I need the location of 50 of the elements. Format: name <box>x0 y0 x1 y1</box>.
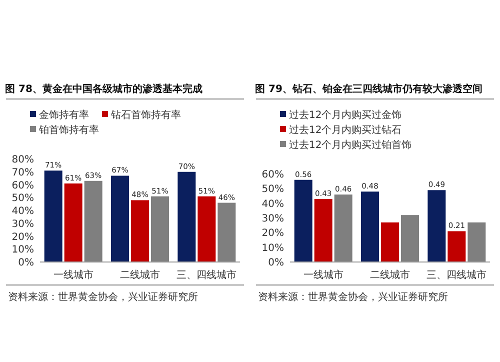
bar <box>151 196 169 262</box>
legend-label: 过去12个月内购买过铂首饰 <box>289 139 412 151</box>
y-tick-label: 40% <box>12 206 34 217</box>
bar <box>361 192 379 262</box>
y-tick-label: 30% <box>262 214 284 224</box>
bar <box>111 176 129 262</box>
bar <box>294 180 312 262</box>
x-tick-label: 一线城市 <box>53 269 94 281</box>
x-tick-label: 三、四线城市 <box>176 269 237 281</box>
bar <box>401 215 419 262</box>
y-tick-label: 80% <box>12 154 34 166</box>
y-tick-label: 10% <box>262 242 284 254</box>
bar <box>334 194 352 262</box>
chart-title: 图 78、黄金在中国各级城市的渗透基本完成 <box>5 83 202 95</box>
y-tick-label: 60% <box>262 170 284 180</box>
legend-label: 铂首饰持有率 <box>38 124 99 136</box>
y-tick-label: 20% <box>12 232 34 243</box>
text: 资料来源：世界黄金协会，兴业证券研究所 <box>8 291 198 303</box>
y-tick-label: 20% <box>262 228 284 240</box>
legend-label: 钻石首饰持有率 <box>110 109 181 121</box>
x-tick-label: 二线城市 <box>120 269 160 281</box>
x-tick-label: 一线城市 <box>303 269 344 281</box>
bar <box>84 180 102 262</box>
bar <box>44 170 62 262</box>
y-tick-label: 50% <box>262 184 284 196</box>
bar <box>468 222 486 262</box>
bar <box>448 231 466 262</box>
x-tick-label: 三、四线城市 <box>426 269 487 281</box>
y-tick-label: 40% <box>262 198 284 210</box>
x-tick-label: 二线城市 <box>370 269 410 281</box>
y-tick-label: 60% <box>12 180 34 192</box>
y-tick-label: 0% <box>268 258 284 268</box>
legend-label: 金饰持有率 <box>39 109 89 121</box>
y-tick-label: 50% <box>12 193 34 204</box>
bar <box>64 183 82 262</box>
bar <box>218 202 236 262</box>
y-tick-label: 0% <box>18 258 34 268</box>
legend-label: 过去12个月内购买过钻石 <box>289 124 402 136</box>
y-tick-label: 10% <box>12 244 34 256</box>
bar <box>314 198 332 262</box>
y-tick-label: 30% <box>12 218 34 230</box>
chart-title: 图 79、钻石、铂金在三四线城市仍有较大渗透空间 <box>255 83 482 95</box>
text: 资料来源：世界黄金协会，兴业证券研究所 <box>258 291 448 303</box>
bar <box>198 196 216 262</box>
legend-label: 过去12个月内购买过金饰 <box>289 109 402 121</box>
bar <box>381 222 399 262</box>
bar <box>131 200 149 262</box>
bar <box>428 190 446 262</box>
bar <box>178 172 196 262</box>
y-tick-label: 70% <box>12 167 34 178</box>
